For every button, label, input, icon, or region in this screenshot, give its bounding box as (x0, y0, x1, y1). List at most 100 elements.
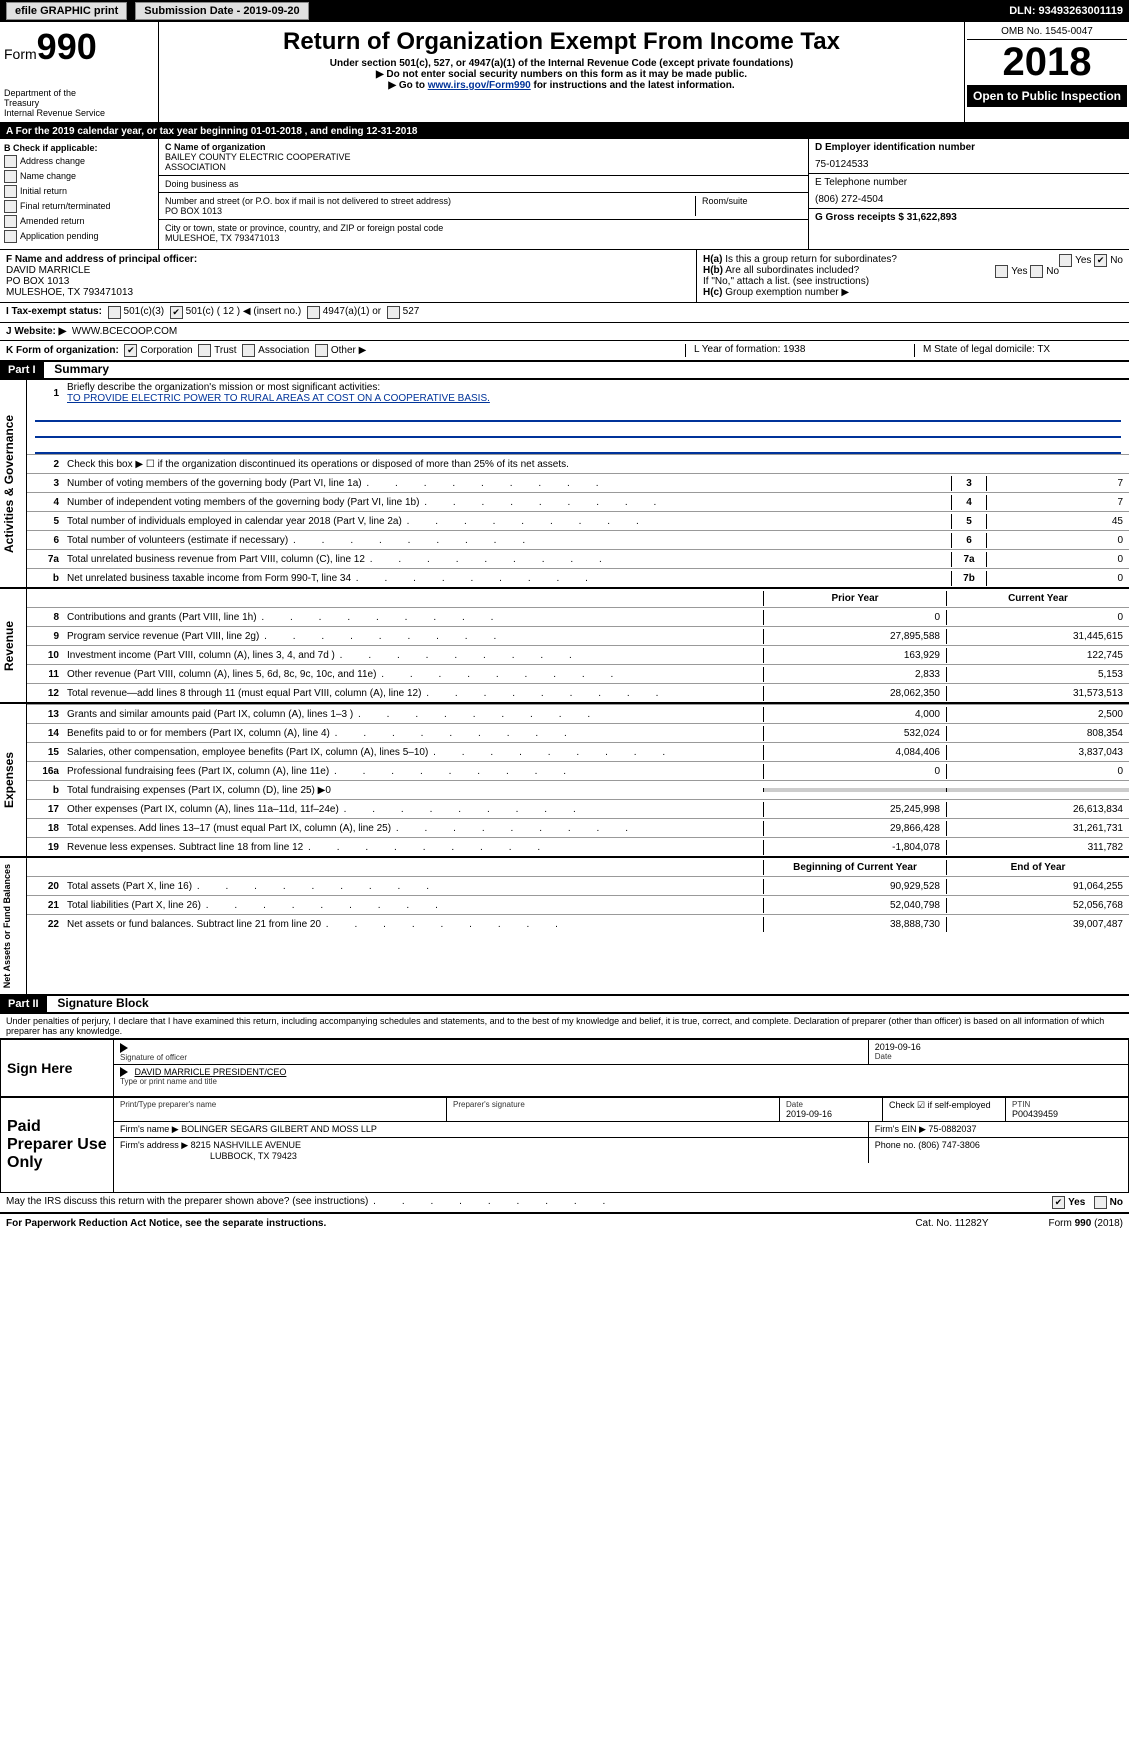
paid-preparer-label: Paid Preparer Use Only (1, 1098, 114, 1192)
revenue-vlabel: Revenue (0, 589, 27, 702)
page-footer: For Paperwork Reduction Act Notice, see … (0, 1213, 1129, 1233)
sig-officer-cell[interactable]: Signature of officer (114, 1040, 869, 1064)
expenses-block: Expenses 13Grants and similar amounts pa… (0, 704, 1129, 858)
cb-501c3[interactable] (108, 306, 121, 319)
street-cell: Number and street (or P.O. box if mail i… (159, 193, 808, 220)
hb-no-cb[interactable] (1030, 265, 1043, 278)
part-1-header: Part I Summary (0, 362, 1129, 380)
efile-topbar: efile GRAPHIC print Submission Date - 20… (0, 0, 1129, 22)
perjury-text: Under penalties of perjury, I declare th… (0, 1014, 1129, 1038)
form-subtitle-3: ▶ Go to www.irs.gov/Form990 for instruct… (167, 80, 956, 91)
principal-officer: F Name and address of principal officer:… (0, 250, 697, 302)
prep-ptin-cell: PTIN P00439459 (1006, 1098, 1128, 1121)
ein-cell: D Employer identification number 75-0124… (809, 139, 1129, 174)
prep-sig-cell: Preparer's signature (447, 1098, 780, 1121)
discuss-no-cb[interactable] (1094, 1196, 1107, 1209)
section-a-calendar-year: A For the 2019 calendar year, or tax yea… (0, 124, 1129, 139)
summary-row: 20Total assets (Part X, line 16)90,929,5… (27, 876, 1129, 895)
summary-row: 10Investment income (Part VIII, column (… (27, 645, 1129, 664)
section-b-checkboxes: B Check if applicable: Address change Na… (0, 139, 159, 249)
summary-row: 9Program service revenue (Part VIII, lin… (27, 626, 1129, 645)
firm-ein-cell: Firm's EIN ▶ 75-0882037 (869, 1122, 1128, 1137)
form-subtitle-1: Under section 501(c), 527, or 4947(a)(1)… (167, 58, 956, 69)
firm-phone-cell: Phone no. (806) 747-3806 (869, 1138, 1128, 1163)
summary-row: 19Revenue less expenses. Subtract line 1… (27, 837, 1129, 856)
summary-row: 17Other expenses (Part IX, column (A), l… (27, 799, 1129, 818)
irs-link[interactable]: www.irs.gov/Form990 (428, 80, 531, 91)
summary-row: 4Number of independent voting members of… (27, 492, 1129, 511)
summary-row: 6Total number of volunteers (estimate if… (27, 530, 1129, 549)
section-j-website: J Website: ▶ WWW.BCECOOP.COM (0, 323, 1129, 341)
section-l: L Year of formation: 1938 (685, 344, 914, 357)
expenses-vlabel: Expenses (0, 704, 27, 856)
summary-row: 8Contributions and grants (Part VIII, li… (27, 607, 1129, 626)
phone-cell: E Telephone number (806) 272-4504 (809, 174, 1129, 209)
cb-address-change[interactable]: Address change (4, 155, 154, 168)
section-f-h: F Name and address of principal officer:… (0, 250, 1129, 303)
entity-info-block: B Check if applicable: Address change Na… (0, 139, 1129, 250)
open-public-badge: Open to Public Inspection (967, 85, 1127, 107)
cb-4947[interactable] (307, 306, 320, 319)
summary-row: 18Total expenses. Add lines 13–17 (must … (27, 818, 1129, 837)
discuss-yes-cb[interactable] (1052, 1196, 1065, 1209)
city-cell: City or town, state or province, country… (159, 220, 808, 246)
section-h: H(a) Is this a group return for subordin… (697, 250, 1129, 302)
summary-row: 14Benefits paid to or for members (Part … (27, 723, 1129, 742)
arrow-icon (120, 1043, 128, 1053)
cb-trust[interactable] (198, 344, 211, 357)
summary-row: 22Net assets or fund balances. Subtract … (27, 914, 1129, 933)
firm-addr-cell: Firm's address ▶ 8215 NASHVILLE AVENUE L… (114, 1138, 869, 1163)
efile-graphic-btn[interactable]: efile GRAPHIC print (6, 2, 127, 20)
dba-cell: Doing business as (159, 176, 808, 193)
cb-final-return[interactable]: Final return/terminated (4, 200, 154, 213)
summary-row: 12Total revenue—add lines 8 through 11 (… (27, 683, 1129, 702)
sign-here-label: Sign Here (1, 1040, 114, 1096)
mission-line-3 (35, 438, 1121, 454)
cb-initial-return[interactable]: Initial return (4, 185, 154, 198)
cb-amended-return[interactable]: Amended return (4, 215, 154, 228)
dept-treasury: Department of the Treasury Internal Reve… (4, 88, 154, 118)
arrow-icon (120, 1067, 128, 1077)
cb-corporation[interactable] (124, 344, 137, 357)
hb-yes-cb[interactable] (995, 265, 1008, 278)
summary-row: 16aProfessional fundraising fees (Part I… (27, 761, 1129, 780)
dln-label: DLN: 93493263001119 (1009, 5, 1123, 17)
section-m: M State of legal domicile: TX (914, 344, 1123, 357)
form-title: Return of Organization Exempt From Incom… (167, 28, 956, 56)
governance-vlabel: Activities & Governance (0, 380, 27, 587)
ha-yes-cb[interactable] (1059, 254, 1072, 267)
mission-line-2 (35, 422, 1121, 438)
prep-date-cell: Date 2019-09-16 (780, 1098, 883, 1121)
summary-row: 15Salaries, other compensation, employee… (27, 742, 1129, 761)
tax-year: 2018 (967, 40, 1127, 85)
cb-name-change[interactable]: Name change (4, 170, 154, 183)
form-subtitle-2: ▶ Do not enter social security numbers o… (167, 69, 956, 80)
prep-name-cell: Print/Type preparer's name (114, 1098, 447, 1121)
prep-selfemp-cell[interactable]: Check ☑ if self-employed (883, 1098, 1006, 1121)
summary-row: 11Other revenue (Part VIII, column (A), … (27, 664, 1129, 683)
summary-row: 3Number of voting members of the governi… (27, 473, 1129, 492)
governance-block: Activities & Governance 1 Briefly descri… (0, 380, 1129, 589)
firm-name-cell: Firm's name ▶ BOLINGER SEGARS GILBERT AN… (114, 1122, 869, 1137)
sig-date-cell: 2019-09-16 Date (869, 1040, 1128, 1064)
org-name-cell: C Name of organization BAILEY COUNTY ELE… (159, 139, 808, 176)
part-2-header: Part II Signature Block (0, 996, 1129, 1014)
summary-row: 7aTotal unrelated business revenue from … (27, 549, 1129, 568)
mission-text: TO PROVIDE ELECTRIC POWER TO RURAL AREAS… (67, 393, 490, 404)
cb-501c[interactable] (170, 306, 183, 319)
summary-row: bTotal fundraising expenses (Part IX, co… (27, 780, 1129, 799)
summary-row: 5Total number of individuals employed in… (27, 511, 1129, 530)
cb-application-pending[interactable]: Application pending (4, 230, 154, 243)
form-number: Form990 (4, 26, 154, 68)
cb-other[interactable] (315, 344, 328, 357)
cb-association[interactable] (242, 344, 255, 357)
mission-line-1 (35, 406, 1121, 422)
summary-row: 13Grants and similar amounts paid (Part … (27, 704, 1129, 723)
form-header: Form990 Department of the Treasury Inter… (0, 22, 1129, 124)
netassets-vlabel: Net Assets or Fund Balances (0, 858, 27, 994)
cb-527[interactable] (387, 306, 400, 319)
gross-receipts-cell: G Gross receipts $ 31,622,893 (809, 209, 1129, 226)
section-i-tax-status: I Tax-exempt status: 501(c)(3) 501(c) ( … (0, 303, 1129, 323)
ha-no-cb[interactable] (1094, 254, 1107, 267)
submission-date-btn[interactable]: Submission Date - 2019-09-20 (135, 2, 308, 20)
